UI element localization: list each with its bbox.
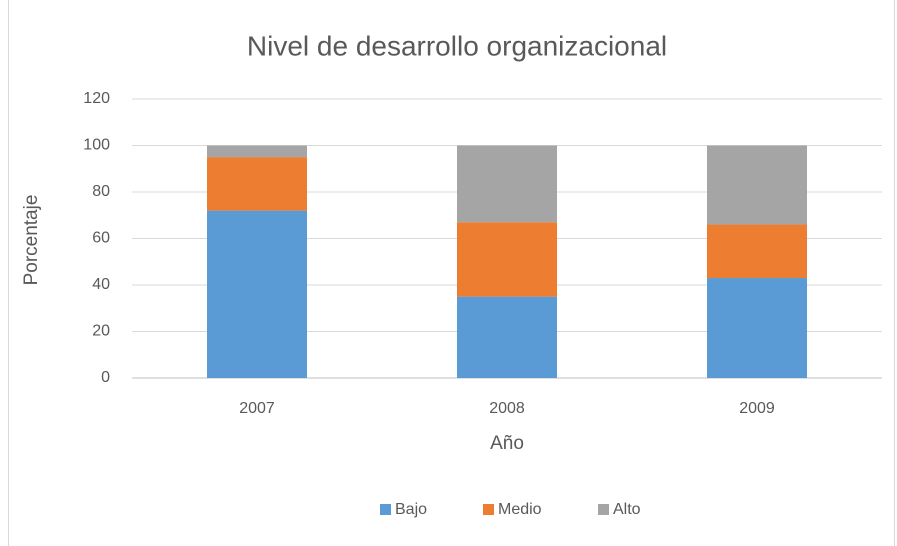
y-tick-label: 120	[83, 90, 110, 107]
y-tick-label: 0	[101, 369, 110, 386]
y-tick-label: 40	[92, 276, 110, 293]
legend-swatch	[380, 504, 391, 515]
legend-label: Medio	[498, 501, 542, 518]
x-axis-title: Año	[490, 433, 524, 454]
bar-segment	[457, 222, 557, 297]
bar-segment	[707, 224, 807, 279]
legend-label: Bajo	[395, 501, 427, 518]
x-tick-label: 2008	[489, 400, 525, 417]
y-axis-title: Porcentaje	[21, 195, 42, 286]
bar-segment	[207, 210, 307, 378]
x-tick-label: 2009	[739, 400, 775, 417]
chart-title: Nivel de desarrollo organizacional	[247, 30, 667, 61]
y-tick-label: 100	[83, 137, 110, 154]
chart-border	[8, 0, 895, 546]
legend-label: Alto	[613, 501, 641, 518]
y-tick-label: 80	[92, 183, 110, 200]
y-tick-label: 60	[92, 230, 110, 247]
bar-segment	[457, 296, 557, 378]
legend-swatch	[598, 504, 609, 515]
x-tick-label: 2007	[239, 400, 275, 417]
bar-segment	[207, 145, 307, 158]
bar-segment	[707, 145, 807, 225]
bar-segment	[207, 157, 307, 211]
legend-swatch	[483, 504, 494, 515]
bar-segment	[707, 278, 807, 378]
bar-segment	[457, 145, 557, 223]
y-tick-label: 20	[92, 323, 110, 340]
